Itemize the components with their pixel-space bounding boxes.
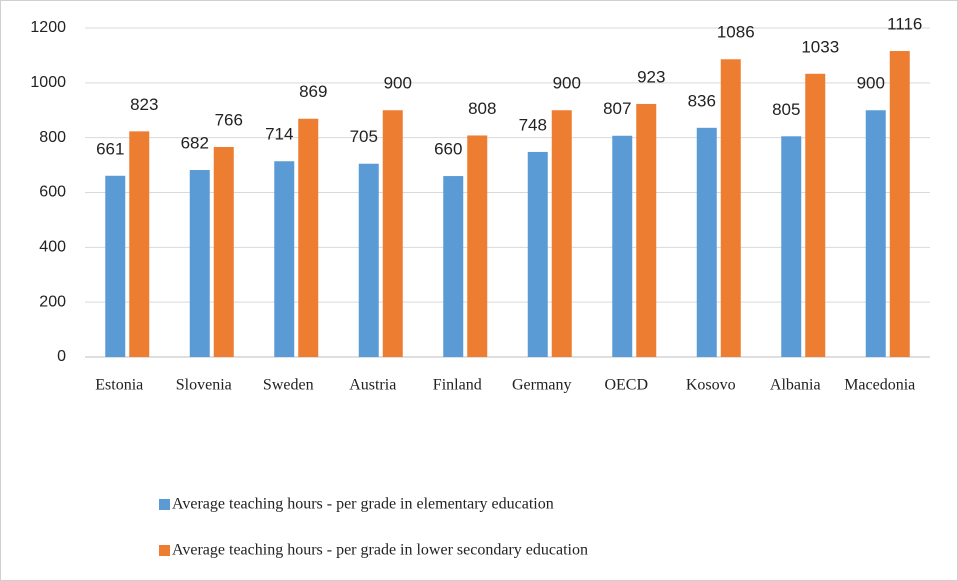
data-label: 766 (215, 110, 243, 129)
y-tick-label: 200 (39, 293, 66, 310)
x-tick-label: Macedonia (844, 377, 915, 394)
x-tick-label: Slovenia (176, 377, 232, 394)
bar (551, 110, 572, 357)
bar (612, 135, 633, 357)
y-tick-label: 1200 (30, 19, 66, 36)
legend-label: Average teaching hours - per grade in lo… (172, 542, 588, 559)
legend-label: Average teaching hours - per grade in el… (172, 496, 554, 513)
y-tick-label: 600 (39, 184, 66, 201)
x-tick-label: Albania (770, 377, 821, 394)
bar (636, 103, 657, 357)
bar (298, 118, 319, 357)
data-label: 660 (434, 140, 462, 159)
data-label: 714 (265, 125, 293, 144)
bar (865, 110, 886, 357)
legend-swatch (159, 545, 170, 556)
x-tick-label: Kosovo (686, 377, 736, 394)
data-label: 823 (130, 95, 158, 114)
y-tick-label: 800 (39, 129, 66, 146)
data-label: 705 (350, 127, 378, 146)
bar (805, 73, 826, 358)
y-tick-label: 400 (39, 239, 66, 256)
data-label: 869 (299, 82, 327, 101)
data-label: 682 (181, 134, 209, 153)
bar (213, 146, 234, 357)
bar (358, 163, 379, 357)
y-tick-label: 1000 (30, 74, 66, 91)
data-label: 900 (553, 74, 581, 93)
x-tick-label: Germany (512, 377, 572, 394)
x-tick-label: Finland (433, 377, 482, 394)
data-label: 1033 (801, 37, 839, 56)
bar (696, 127, 717, 358)
data-label: 923 (637, 67, 665, 86)
bar (467, 135, 488, 357)
bar (720, 59, 741, 357)
legend-swatch (159, 499, 170, 510)
x-tick-label: OECD (604, 377, 648, 394)
data-label: 900 (857, 74, 885, 93)
bar (274, 161, 295, 357)
data-label: 748 (519, 115, 547, 134)
data-label: 1116 (887, 15, 922, 34)
data-label: 836 (688, 91, 716, 110)
bar (781, 136, 802, 357)
x-tick-label: Sweden (263, 377, 314, 394)
y-tick-label: 0 (57, 348, 66, 365)
bar (889, 51, 910, 357)
bar (527, 151, 548, 357)
x-tick-label: Austria (349, 377, 396, 394)
bar (129, 131, 150, 357)
data-label: 805 (772, 100, 800, 119)
data-label: 1086 (717, 23, 755, 42)
data-label: 807 (603, 99, 631, 118)
data-label: 808 (468, 99, 496, 118)
bar (105, 175, 126, 357)
bar (443, 176, 464, 357)
x-tick-label: Estonia (95, 377, 143, 394)
bar (189, 170, 210, 357)
data-label: 661 (96, 139, 124, 158)
data-label: 900 (384, 74, 412, 93)
bar (382, 110, 403, 357)
